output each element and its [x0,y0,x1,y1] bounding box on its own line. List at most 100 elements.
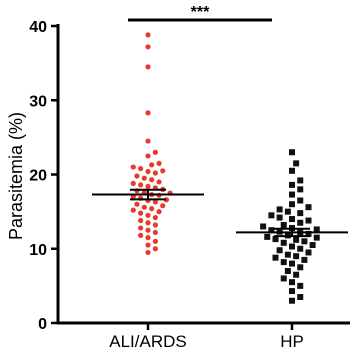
y-tick-label: 40 [29,19,47,36]
data-point [305,217,312,224]
data-point [152,199,158,205]
data-point [156,179,162,185]
data-point [284,268,291,275]
data-point [289,167,295,174]
data-point [297,264,304,271]
data-point [152,229,158,236]
data-point [141,204,147,210]
data-point [289,297,295,304]
data-point [138,210,144,216]
data-point [141,175,147,181]
data-point [276,214,283,221]
data-point [149,206,155,212]
data-point [145,64,151,70]
data-point [284,251,291,258]
significance-label: *** [191,4,210,21]
data-point [138,217,144,224]
data-point [152,246,158,252]
data-point [297,282,304,289]
data-point [138,165,144,172]
data-point [145,153,151,159]
data-point [268,212,275,219]
data-point [145,235,151,241]
data-point [289,216,295,223]
data-point [305,204,312,211]
data-point [152,149,158,155]
x-tick-label: HP [280,332,304,351]
data-point [134,201,140,207]
data-point [301,238,308,245]
data-point [289,191,295,198]
data-point [264,233,271,240]
data-point [293,160,300,167]
data-point [289,243,295,250]
data-point [152,222,158,228]
data-point [145,183,151,189]
y-tick-label: 30 [29,93,47,110]
axes: 0 10 20 30 40 ALI/ARDS HP [29,19,350,351]
data-point [297,177,304,184]
data-point [297,219,304,226]
y-tick-label: 0 [38,316,47,333]
data-point [289,288,295,295]
data-point [160,203,166,209]
data-point [145,220,151,226]
data-point [145,249,151,256]
data-point [145,138,151,144]
data-point [293,271,300,278]
data-point [289,201,295,208]
data-point [260,223,267,230]
data-point [138,225,144,231]
y-axis-title: Parasitemia (%) [6,112,26,240]
data-point [160,168,166,174]
data-point [305,249,312,256]
data-point [145,242,151,248]
data-point [293,253,300,260]
data-point [130,180,136,187]
data-point [152,238,158,244]
data-point [156,209,162,215]
data-point [276,247,283,254]
data-point [297,210,304,217]
data-point [280,259,287,266]
data-point [284,208,291,215]
x-tick-label: ALI/ARDS [109,332,186,351]
data-point [313,226,320,233]
data-point [130,207,136,213]
data-point [280,275,287,282]
data-point [313,234,320,241]
data-point [293,236,300,243]
data-point [268,227,275,234]
data-point [149,177,155,183]
data-point [305,230,312,237]
mean-sem-bars [92,188,348,238]
data-point [145,168,151,175]
y-tick-label: 20 [29,168,47,185]
data-point [280,221,287,228]
data-point [152,170,158,176]
data-point [289,149,295,156]
data-point [297,186,304,193]
data-point [297,197,304,204]
data-point [289,260,295,267]
data-point [145,212,151,218]
data-point [145,227,151,233]
data-point [134,173,140,179]
data-point [145,110,151,116]
data-point [145,32,151,38]
data-point [149,162,155,168]
data-point [297,294,304,301]
data-point [276,206,283,213]
data-point [301,256,308,263]
data-point [272,236,279,243]
data-point [280,239,287,246]
data-point [297,245,304,252]
data-point [138,232,144,238]
data-point [152,214,158,221]
data-point [289,279,295,286]
data-point [145,44,151,50]
data-point [156,160,162,166]
data-point [138,182,144,188]
data-point [272,254,279,261]
